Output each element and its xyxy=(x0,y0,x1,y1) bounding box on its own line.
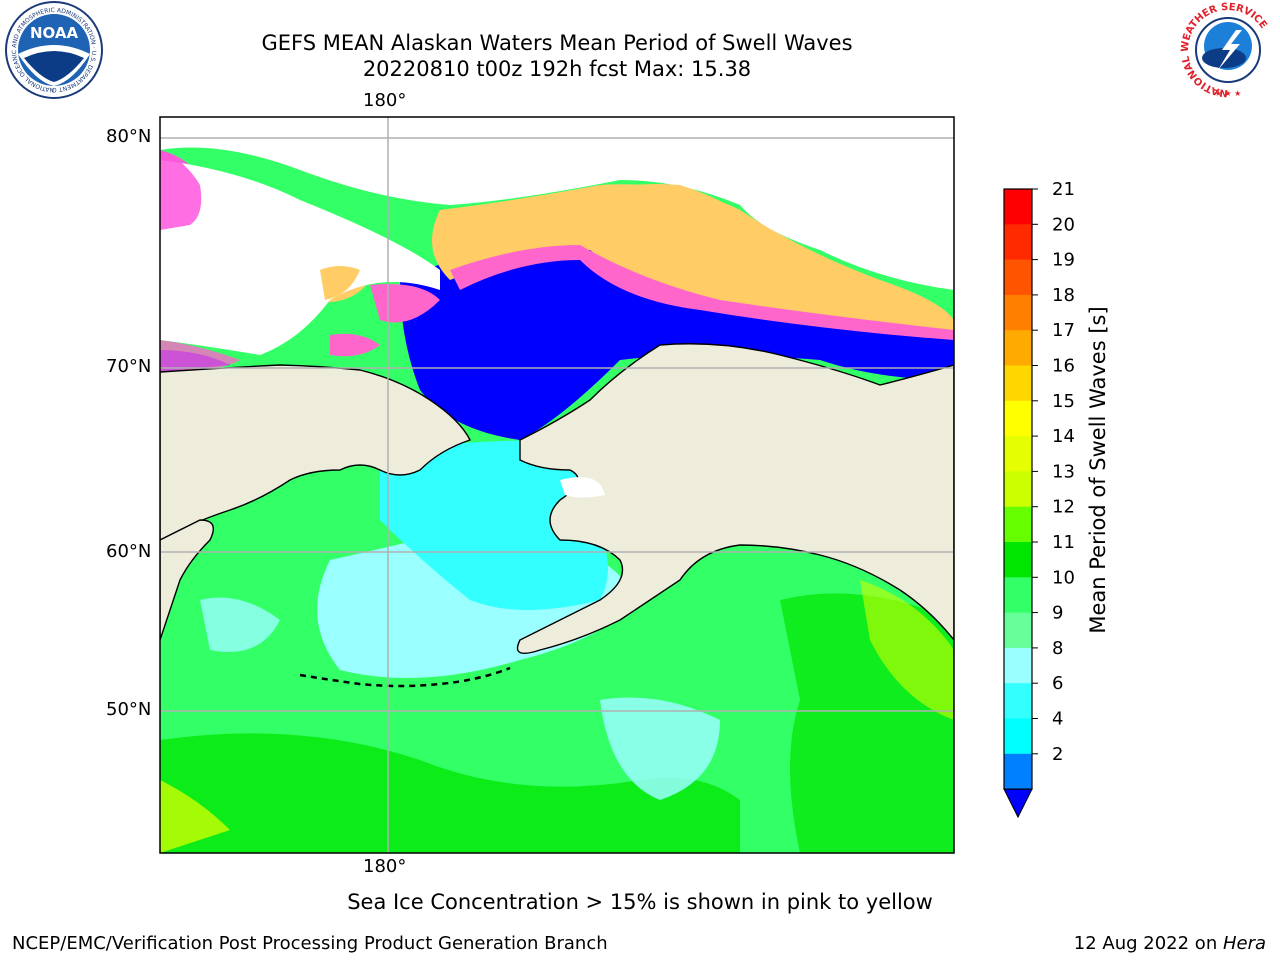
colorbar-segment xyxy=(1004,224,1032,261)
colorbar-segment xyxy=(1004,683,1032,719)
footer-left: NCEP/EMC/Verification Post Processing Pr… xyxy=(12,933,608,954)
colorbar-tick-label: 18 xyxy=(1052,285,1075,306)
lon-label-bottom: 180° xyxy=(363,856,407,877)
map-frame xyxy=(159,116,955,854)
colorbar-tick-label: 17 xyxy=(1052,320,1075,341)
colorbar-tick-label: 14 xyxy=(1052,426,1075,447)
colorbar-segment xyxy=(1004,542,1032,578)
swell-12-13s-region xyxy=(160,780,230,853)
colorbar-segment xyxy=(1004,647,1032,684)
colorbar-tick-label: 9 xyxy=(1052,603,1063,624)
colorbar-segment xyxy=(1004,612,1032,649)
colorbar-segment xyxy=(1004,330,1032,366)
colorbar-tick-label: 2 xyxy=(1052,744,1063,765)
colorbar-segment xyxy=(1004,753,1032,790)
colorbar-under-arrow xyxy=(1003,788,1033,819)
aleutian-islands xyxy=(299,666,511,688)
colorbar-segment xyxy=(1004,294,1032,331)
footer-right: 12 Aug 2022 on Hera xyxy=(1074,933,1266,954)
colorbar-tick-label: 6 xyxy=(1052,673,1063,694)
colorbar-tick-label: 11 xyxy=(1052,532,1075,553)
lat-label-80n: 80°N xyxy=(106,126,152,147)
colorbar-segment xyxy=(1004,718,1032,755)
swell-under-2s-region xyxy=(400,238,954,440)
sea-ice-note: Sea Ice Concentration > 15% is shown in … xyxy=(347,890,933,914)
lon-label-top: 180° xyxy=(363,90,407,111)
colorbar-segment xyxy=(1004,506,1032,543)
colorbar-tick-label: 4 xyxy=(1052,709,1063,730)
nws-logo: NATIONAL WEATHER SERVICE ★ ★ ★ xyxy=(1180,2,1275,98)
colorbar-frame xyxy=(1003,188,1033,790)
colorbar-segment xyxy=(1004,189,1032,225)
colorbar-tick-label: 19 xyxy=(1052,250,1075,271)
footer-date: 12 Aug 2022 on xyxy=(1073,933,1223,954)
noaa-logo: NOAA NATIONAL OCEANIC AND ATMOSPHERIC AD… xyxy=(2,0,103,99)
colorbar-segment xyxy=(1004,436,1032,472)
colorbar-tick-label: 12 xyxy=(1052,497,1075,518)
colorbar-tick-label: 13 xyxy=(1052,461,1075,482)
colorbar-segment xyxy=(1004,577,1032,614)
swell-6-8s-region xyxy=(380,440,608,610)
colorbar-label: Mean Period of Swell Waves [s] xyxy=(1086,306,1110,634)
colorbar-tick-label: 8 xyxy=(1052,638,1063,659)
colorbar-tick-label: 16 xyxy=(1052,356,1075,377)
colorbar-segment xyxy=(1004,365,1032,402)
colorbar-segment xyxy=(1004,259,1032,296)
lat-label-60n: 60°N xyxy=(106,541,152,562)
graticule xyxy=(160,117,954,853)
colorbar-tick-label: 21 xyxy=(1052,179,1075,200)
plot-title-line2: 20220810 t00z 192h fcst Max: 15.38 xyxy=(362,57,752,81)
noaa-logo-text: NOAA xyxy=(30,24,79,42)
land-siberia xyxy=(160,364,471,541)
lat-label-70n: 70°N xyxy=(106,356,152,377)
colorbar-segment xyxy=(1004,400,1032,437)
footer-machine: Hera xyxy=(1222,933,1266,954)
colorbar: 21 20 19 18 17 16 15 14 13 12 11 10 9 8 6 4 2 xyxy=(1003,179,1075,819)
svg-text:★ ★ ★: ★ ★ ★ xyxy=(1215,89,1242,98)
colorbar-tick-label: 15 xyxy=(1052,391,1075,412)
colorbar-tick-label: 10 xyxy=(1052,567,1075,588)
map-area xyxy=(160,117,954,853)
colorbar-tick-label: 20 xyxy=(1052,214,1075,235)
land-alaska xyxy=(516,343,954,654)
lat-label-50n: 50°N xyxy=(106,699,152,720)
plot-title-line1: GEFS MEAN Alaskan Waters Mean Period of … xyxy=(261,31,853,55)
ice-white-region xyxy=(160,160,440,355)
swell-10-11s-region xyxy=(160,733,740,853)
colorbar-segment xyxy=(1004,471,1032,508)
land-kamchatka xyxy=(160,519,214,641)
